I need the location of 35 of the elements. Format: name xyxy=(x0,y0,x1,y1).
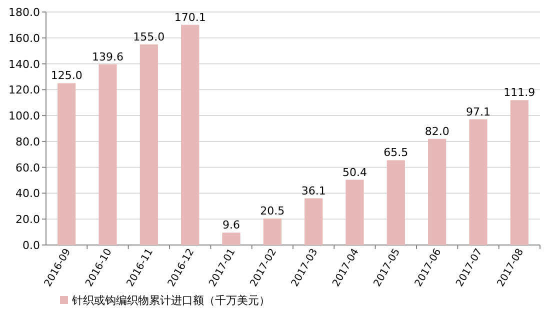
bar xyxy=(98,64,117,245)
bar xyxy=(263,218,282,245)
y-tick-label: 140.0 xyxy=(8,58,40,71)
y-tick-label: 40.0 xyxy=(16,187,40,200)
bar xyxy=(469,119,488,245)
legend-label: 针织或钩编织物累计进口额（千万美元） xyxy=(71,294,270,307)
data-label: 139.6 xyxy=(92,50,124,64)
data-label: 82.0 xyxy=(424,124,450,138)
bar xyxy=(346,180,364,245)
data-label: 111.9 xyxy=(504,86,536,100)
y-tick-label: 160.0 xyxy=(8,32,40,45)
y-tick-label: 60.0 xyxy=(16,161,40,174)
data-label: 97.1 xyxy=(466,105,490,118)
y-tick-label: 80.0 xyxy=(16,135,40,148)
bar xyxy=(304,198,323,245)
bar xyxy=(222,232,240,245)
bar xyxy=(386,160,405,245)
bar xyxy=(140,44,158,245)
data-label: 9.6 xyxy=(222,218,240,232)
data-label: 50.4 xyxy=(342,166,367,179)
bar xyxy=(510,100,528,245)
bar xyxy=(58,83,76,245)
bar xyxy=(181,24,200,245)
bar xyxy=(428,138,446,245)
data-label: 20.5 xyxy=(260,204,285,218)
data-label: 170.1 xyxy=(174,10,206,24)
y-tick-label: 20.0 xyxy=(16,213,40,226)
y-tick-label: 0.0 xyxy=(22,239,40,252)
data-label: 65.5 xyxy=(384,146,408,160)
y-tick-label: 120.0 xyxy=(8,84,40,97)
data-label: 125.0 xyxy=(50,69,82,82)
y-tick-label: 100.0 xyxy=(8,110,40,123)
data-label: 155.0 xyxy=(133,30,165,44)
y-tick-label: 180.0 xyxy=(8,6,40,19)
data-label: 36.1 xyxy=(301,184,326,198)
